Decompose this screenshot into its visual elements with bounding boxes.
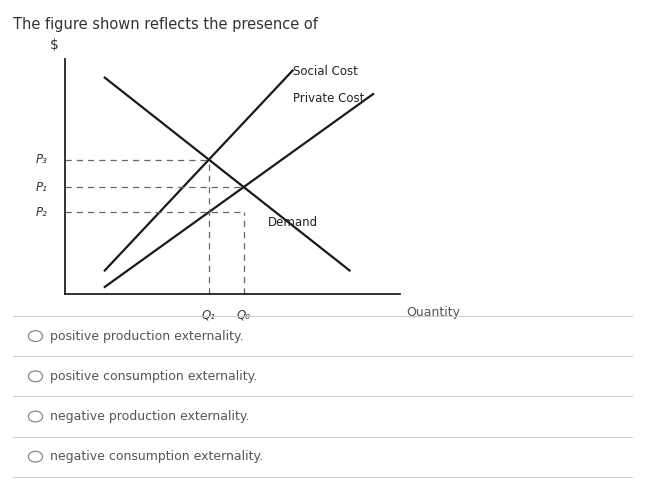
Text: negative production externality.: negative production externality.	[50, 410, 249, 423]
Text: Q₁: Q₁	[202, 308, 216, 321]
Text: Social Cost: Social Cost	[293, 65, 359, 77]
Text: P₁: P₁	[36, 181, 48, 194]
Text: Demand: Demand	[268, 217, 318, 229]
Text: positive consumption externality.: positive consumption externality.	[50, 370, 257, 383]
Text: P₂: P₂	[36, 206, 48, 219]
Text: Q₀: Q₀	[237, 308, 251, 321]
Text: positive production externality.: positive production externality.	[50, 330, 243, 343]
Text: Private Cost: Private Cost	[293, 92, 365, 104]
Text: negative consumption externality.: negative consumption externality.	[50, 450, 263, 463]
Text: P₃: P₃	[36, 153, 48, 166]
Text: $: $	[50, 38, 59, 52]
Text: The figure shown reflects the presence of: The figure shown reflects the presence o…	[13, 17, 318, 32]
Text: Quantity: Quantity	[406, 306, 461, 319]
